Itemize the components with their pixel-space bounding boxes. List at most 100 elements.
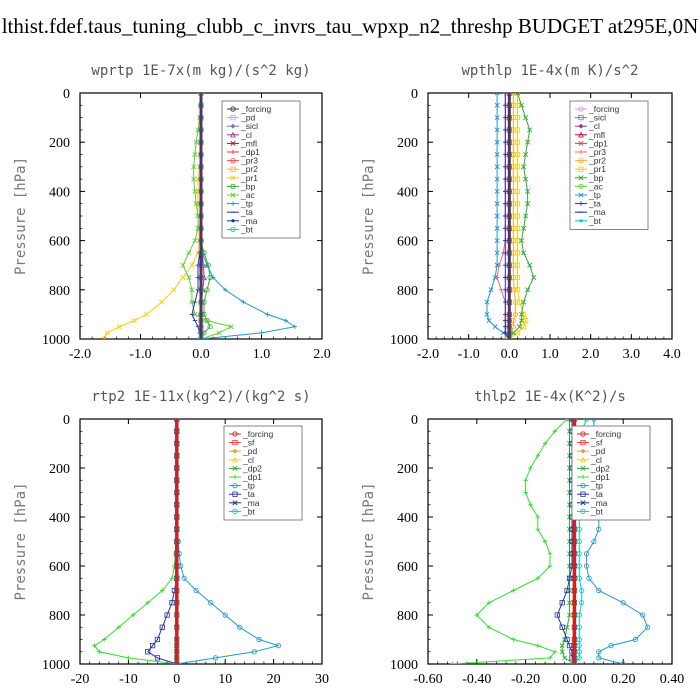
legend-entry: _ta — [588, 199, 601, 209]
legend-entry: _dp2 — [242, 463, 262, 473]
point-marker — [503, 275, 508, 280]
point-marker — [527, 262, 533, 268]
point-marker — [144, 311, 150, 317]
y-tick-label: 200 — [49, 462, 70, 477]
y-tick-label: 200 — [397, 136, 418, 151]
point-marker — [232, 448, 238, 454]
point-marker — [101, 336, 107, 339]
x-tick-label: -2.0 — [69, 347, 91, 362]
point-marker — [620, 600, 626, 606]
point-marker — [523, 213, 529, 219]
point-marker — [521, 225, 527, 231]
point-marker — [503, 250, 508, 256]
y-tick-label: 800 — [397, 609, 418, 624]
x-tick-label: -20 — [71, 672, 90, 687]
legend-entry: _tp — [242, 481, 255, 491]
legend-entry: _dp1 — [590, 472, 610, 482]
panel-2: wpthlp 1E-4x(m K)/s^2 Pressure [hPa] -2.0 -… — [361, 63, 681, 362]
x-tick-label: 0.20 — [611, 672, 636, 687]
point-marker — [576, 612, 582, 618]
point-marker — [514, 176, 521, 182]
point-marker — [579, 600, 585, 606]
point-marker — [564, 419, 570, 422]
point-marker — [102, 637, 107, 642]
point-marker — [547, 655, 553, 661]
point-marker — [591, 419, 597, 422]
point-marker — [528, 502, 533, 507]
point-marker — [554, 612, 560, 618]
point-marker — [232, 491, 238, 497]
x-tick-label: 0 — [173, 672, 180, 687]
legend-entry: _pd — [240, 113, 255, 123]
x-tick-label: 0.0 — [501, 347, 519, 362]
point-marker — [535, 576, 540, 581]
legend-entry: _cl — [240, 130, 252, 140]
point-marker — [519, 102, 525, 108]
point-marker — [230, 158, 236, 164]
point-marker — [514, 93, 521, 96]
legend-entry: _ma — [240, 216, 258, 226]
point-marker — [230, 175, 236, 181]
panel-title: thlp2 1E-4x(K^2)/s — [474, 389, 626, 405]
point-marker — [484, 311, 490, 317]
y-tick-label: 1000 — [42, 658, 70, 673]
point-marker — [486, 600, 492, 605]
point-marker — [189, 299, 195, 305]
panel-1: wprtp 1E-7x(m kg)/(s^2 kg) Pressure [hPa]… — [13, 63, 331, 362]
legend-entry: _forcing — [240, 104, 272, 114]
legend-entry: _bt — [242, 506, 255, 516]
point-marker — [503, 336, 508, 339]
point-marker — [519, 238, 525, 244]
series-group — [101, 93, 297, 339]
point-marker — [230, 131, 236, 138]
point-marker — [503, 299, 508, 305]
point-marker — [503, 330, 508, 336]
legend-entry: _bp — [240, 181, 255, 191]
point-marker — [145, 600, 150, 605]
point-marker — [620, 661, 626, 664]
point-marker — [232, 508, 238, 514]
point-marker — [514, 201, 521, 207]
point-marker — [519, 318, 525, 324]
point-marker — [180, 262, 186, 268]
point-marker — [159, 624, 165, 630]
y-tick-label: 1000 — [390, 333, 418, 348]
point-marker — [486, 625, 492, 630]
point-marker — [232, 465, 238, 471]
legend-entry: _pr2 — [588, 156, 606, 166]
x-tick-label: 0.40 — [660, 672, 685, 687]
point-marker — [494, 151, 500, 158]
point-marker — [210, 275, 216, 280]
x-tick-label: 10 — [218, 672, 232, 687]
x-tick-label: -0.20 — [511, 672, 540, 687]
point-marker — [535, 514, 540, 520]
point-marker — [580, 474, 586, 480]
point-marker — [494, 225, 500, 231]
point-marker — [259, 330, 264, 336]
series-group — [484, 93, 537, 339]
point-marker — [523, 151, 529, 158]
point-marker — [584, 419, 590, 422]
legend-entry: _sf — [590, 438, 603, 448]
point-marker — [230, 192, 236, 198]
point-marker — [186, 250, 192, 256]
point-marker — [578, 131, 584, 138]
point-marker — [230, 149, 236, 155]
point-marker — [580, 448, 586, 454]
point-marker — [503, 164, 508, 169]
point-marker — [232, 431, 238, 437]
point-marker — [169, 600, 175, 606]
point-marker — [578, 149, 584, 155]
point-marker — [514, 262, 521, 268]
point-marker — [503, 103, 508, 108]
point-marker — [180, 274, 186, 281]
point-marker — [523, 115, 529, 121]
x-tick-label: -2.0 — [417, 347, 439, 362]
point-marker — [237, 624, 243, 630]
legend-entry: _ac — [240, 190, 255, 200]
point-marker — [204, 287, 210, 293]
point-marker — [232, 439, 238, 446]
point-marker — [567, 419, 573, 422]
point-marker — [232, 482, 238, 489]
point-marker — [154, 655, 161, 661]
